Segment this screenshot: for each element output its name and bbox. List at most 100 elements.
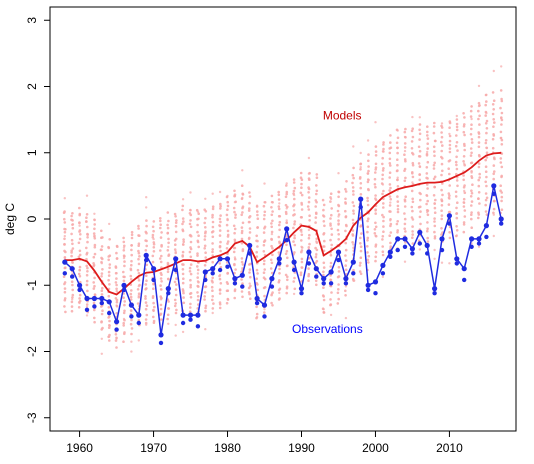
ensemble-point [403, 222, 407, 226]
ensemble-point [493, 170, 496, 173]
ensemble-point [182, 277, 185, 281]
ensemble-point [278, 287, 282, 291]
ensemble-point [167, 253, 171, 256]
ensemble-point [426, 160, 430, 164]
ensemble-point [367, 261, 370, 264]
ensemble-point [62, 275, 66, 279]
ensemble-point [285, 184, 288, 187]
ensemble-point [204, 285, 208, 288]
ensemble-point [262, 250, 266, 253]
ensemble-point [159, 226, 162, 230]
ensemble-point [440, 173, 443, 177]
observation-point [351, 271, 356, 276]
ensemble-point [219, 282, 223, 285]
ensemble-point [425, 172, 429, 175]
ensemble-point [173, 248, 177, 251]
ensemble-point [100, 293, 104, 296]
ensemble-point [241, 169, 244, 172]
ensemble-point [152, 319, 156, 323]
ensemble-point [403, 260, 407, 263]
ensemble-point [396, 178, 399, 182]
ensemble-point [63, 227, 66, 231]
ensemble-point [307, 156, 311, 160]
ensemble-point [78, 293, 82, 297]
ensemble-point [196, 230, 199, 234]
ensemble-point [63, 287, 67, 290]
ensemble-point [70, 214, 73, 218]
ensemble-point [219, 220, 222, 224]
ensemble-point [123, 303, 126, 307]
ensemble-point [189, 233, 192, 237]
ensemble-point [477, 191, 481, 194]
ensemble-point [284, 210, 288, 214]
ensemble-point [85, 246, 88, 250]
ensemble-point [92, 262, 95, 265]
ensemble-point [352, 209, 355, 212]
ensemble-point [122, 275, 125, 279]
ensemble-point [182, 240, 185, 244]
ensemble-point [263, 311, 266, 314]
ensemble-point [144, 307, 148, 311]
observation-point [91, 295, 97, 302]
ensemble-point [433, 185, 437, 189]
ensemble-point [226, 194, 229, 198]
ensemble-point [329, 200, 332, 203]
ensemble-point [247, 209, 251, 212]
ensemble-point [352, 268, 355, 272]
ensemble-point [432, 145, 436, 149]
observation-point [62, 271, 67, 276]
ensemble-point [440, 131, 443, 134]
ensemble-point [263, 225, 267, 229]
ensemble-point [403, 142, 407, 145]
ensemble-point [233, 227, 237, 231]
ensemble-point [196, 295, 200, 298]
ensemble-point [433, 230, 436, 234]
ensemble-point [241, 248, 245, 251]
ensemble-point [278, 272, 281, 275]
ensemble-point [432, 167, 436, 170]
observation-point [387, 249, 393, 255]
ensemble-point [477, 216, 480, 220]
ensemble-point [167, 245, 170, 249]
ensemble-point [359, 256, 362, 259]
ensemble-point [411, 175, 415, 179]
ensemble-point [410, 189, 414, 193]
ensemble-point [492, 69, 495, 73]
ensemble-point [137, 285, 140, 288]
ensemble-point [359, 168, 362, 171]
observation-point [484, 234, 489, 240]
ensemble-point [159, 217, 162, 220]
ensemble-point [188, 212, 192, 215]
ensemble-point [63, 197, 66, 200]
ensemble-point [366, 139, 370, 142]
y-axis-label: deg C [3, 203, 17, 235]
annotation-label: Observations [292, 322, 363, 336]
ensemble-point [86, 236, 89, 239]
ensemble-point [307, 186, 310, 189]
observation-point [350, 259, 356, 265]
ensemble-point [122, 256, 126, 260]
ensemble-point [196, 223, 199, 227]
ensemble-point [145, 279, 148, 283]
ensemble-point [337, 233, 341, 236]
ensemble-point [477, 178, 481, 182]
ensemble-point [469, 154, 473, 157]
ensemble-point [314, 205, 318, 208]
ensemble-point [484, 141, 488, 145]
ensemble-point [145, 263, 149, 267]
ensemble-point [351, 241, 354, 244]
ensemble-point [263, 286, 267, 289]
ensemble-point [277, 251, 281, 254]
ensemble-point [233, 201, 237, 204]
ensemble-point [478, 123, 481, 126]
ensemble-point [233, 238, 237, 242]
ensemble-point [196, 298, 200, 302]
ensemble-point [85, 216, 88, 219]
ensemble-point [433, 161, 437, 165]
ensemble-point [277, 205, 281, 208]
ensemble-point [174, 293, 178, 297]
ensemble-point [462, 178, 466, 182]
ensemble-point [344, 254, 347, 257]
observation-point [269, 284, 275, 289]
ensemble-point [470, 191, 474, 195]
